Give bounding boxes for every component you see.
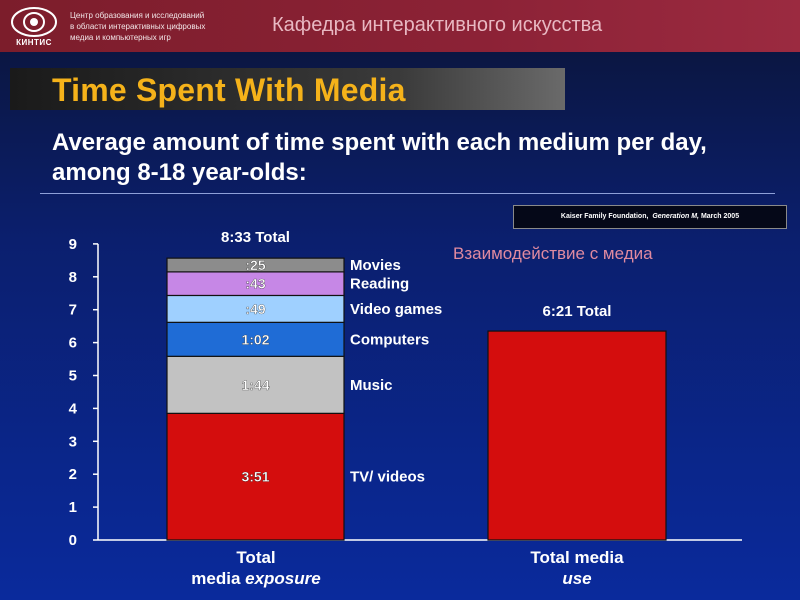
org-line: Центр образования и исследований <box>70 11 205 20</box>
bar <box>487 330 667 541</box>
overlay-caption: Взаимодействие с медиа <box>453 244 653 263</box>
y-tick-label: 6 <box>69 335 77 352</box>
bar-segment <box>166 321 345 357</box>
bar-segment <box>166 257 345 273</box>
y-tick-label: 4 <box>69 400 78 417</box>
x-category-label: media exposure <box>191 569 320 588</box>
total-label: 6:21 Total <box>543 303 612 320</box>
data-label: 3:51 <box>241 469 269 485</box>
source-date: March 2005 <box>700 213 740 220</box>
source-italic: Generation M, <box>652 213 699 220</box>
logo-text: КИНТИС <box>16 38 52 47</box>
header-bar: КИНТИС Центр образования и исследований … <box>0 0 800 52</box>
source-citation: Kaiser Family Foundation, Generation M, … <box>513 205 787 229</box>
y-tick-label: 0 <box>69 532 77 549</box>
data-label: :43 <box>245 276 265 292</box>
series-label: Computers <box>350 331 429 348</box>
slide-title: Time Spent With Media <box>52 72 406 108</box>
slide-subtitle: Average amount of time spent with each m… <box>52 129 707 186</box>
data-label: 1:02 <box>241 331 269 347</box>
data-label: 1:44 <box>241 377 269 393</box>
data-label: :25 <box>245 257 265 273</box>
x-category-label: Total <box>236 548 275 567</box>
source-text: Kaiser Family Foundation, <box>560 213 649 220</box>
series-label: Video games <box>350 301 442 318</box>
y-tick-label: 5 <box>69 368 77 385</box>
y-tick-label: 9 <box>69 236 77 253</box>
x-category-label-italic: use <box>562 569 591 588</box>
y-tick-label: 1 <box>69 499 77 516</box>
department-title: Кафедра интерактивного искусства <box>272 14 603 36</box>
y-tick-label: 3 <box>69 433 77 450</box>
bar-segment <box>166 294 345 323</box>
x-category-label: Total media <box>530 548 624 567</box>
title-band <box>10 68 565 110</box>
org-line: в области интерактивных цифровых <box>70 22 206 31</box>
series-label: Reading <box>350 276 409 293</box>
data-label: :49 <box>245 301 265 317</box>
series-label: Music <box>350 377 393 394</box>
x-category-label-part: media <box>191 569 245 588</box>
org-line: медиа и компьютерных игр <box>70 33 171 42</box>
series-label: TV/ videos <box>350 469 425 486</box>
x-category-label-italic: exposure <box>245 569 321 588</box>
logo-icon <box>11 7 57 37</box>
y-tick-label: 8 <box>69 269 77 286</box>
series-label: Movies <box>350 257 401 274</box>
y-tick-label: 7 <box>69 302 77 319</box>
total-label: 8:33 Total <box>221 229 290 246</box>
organization-name: Центр образования и исследований в облас… <box>70 10 240 43</box>
y-tick-label: 2 <box>69 466 77 483</box>
bar-segment <box>166 355 345 414</box>
x-category-label: use <box>562 569 591 588</box>
divider-line <box>40 193 775 194</box>
